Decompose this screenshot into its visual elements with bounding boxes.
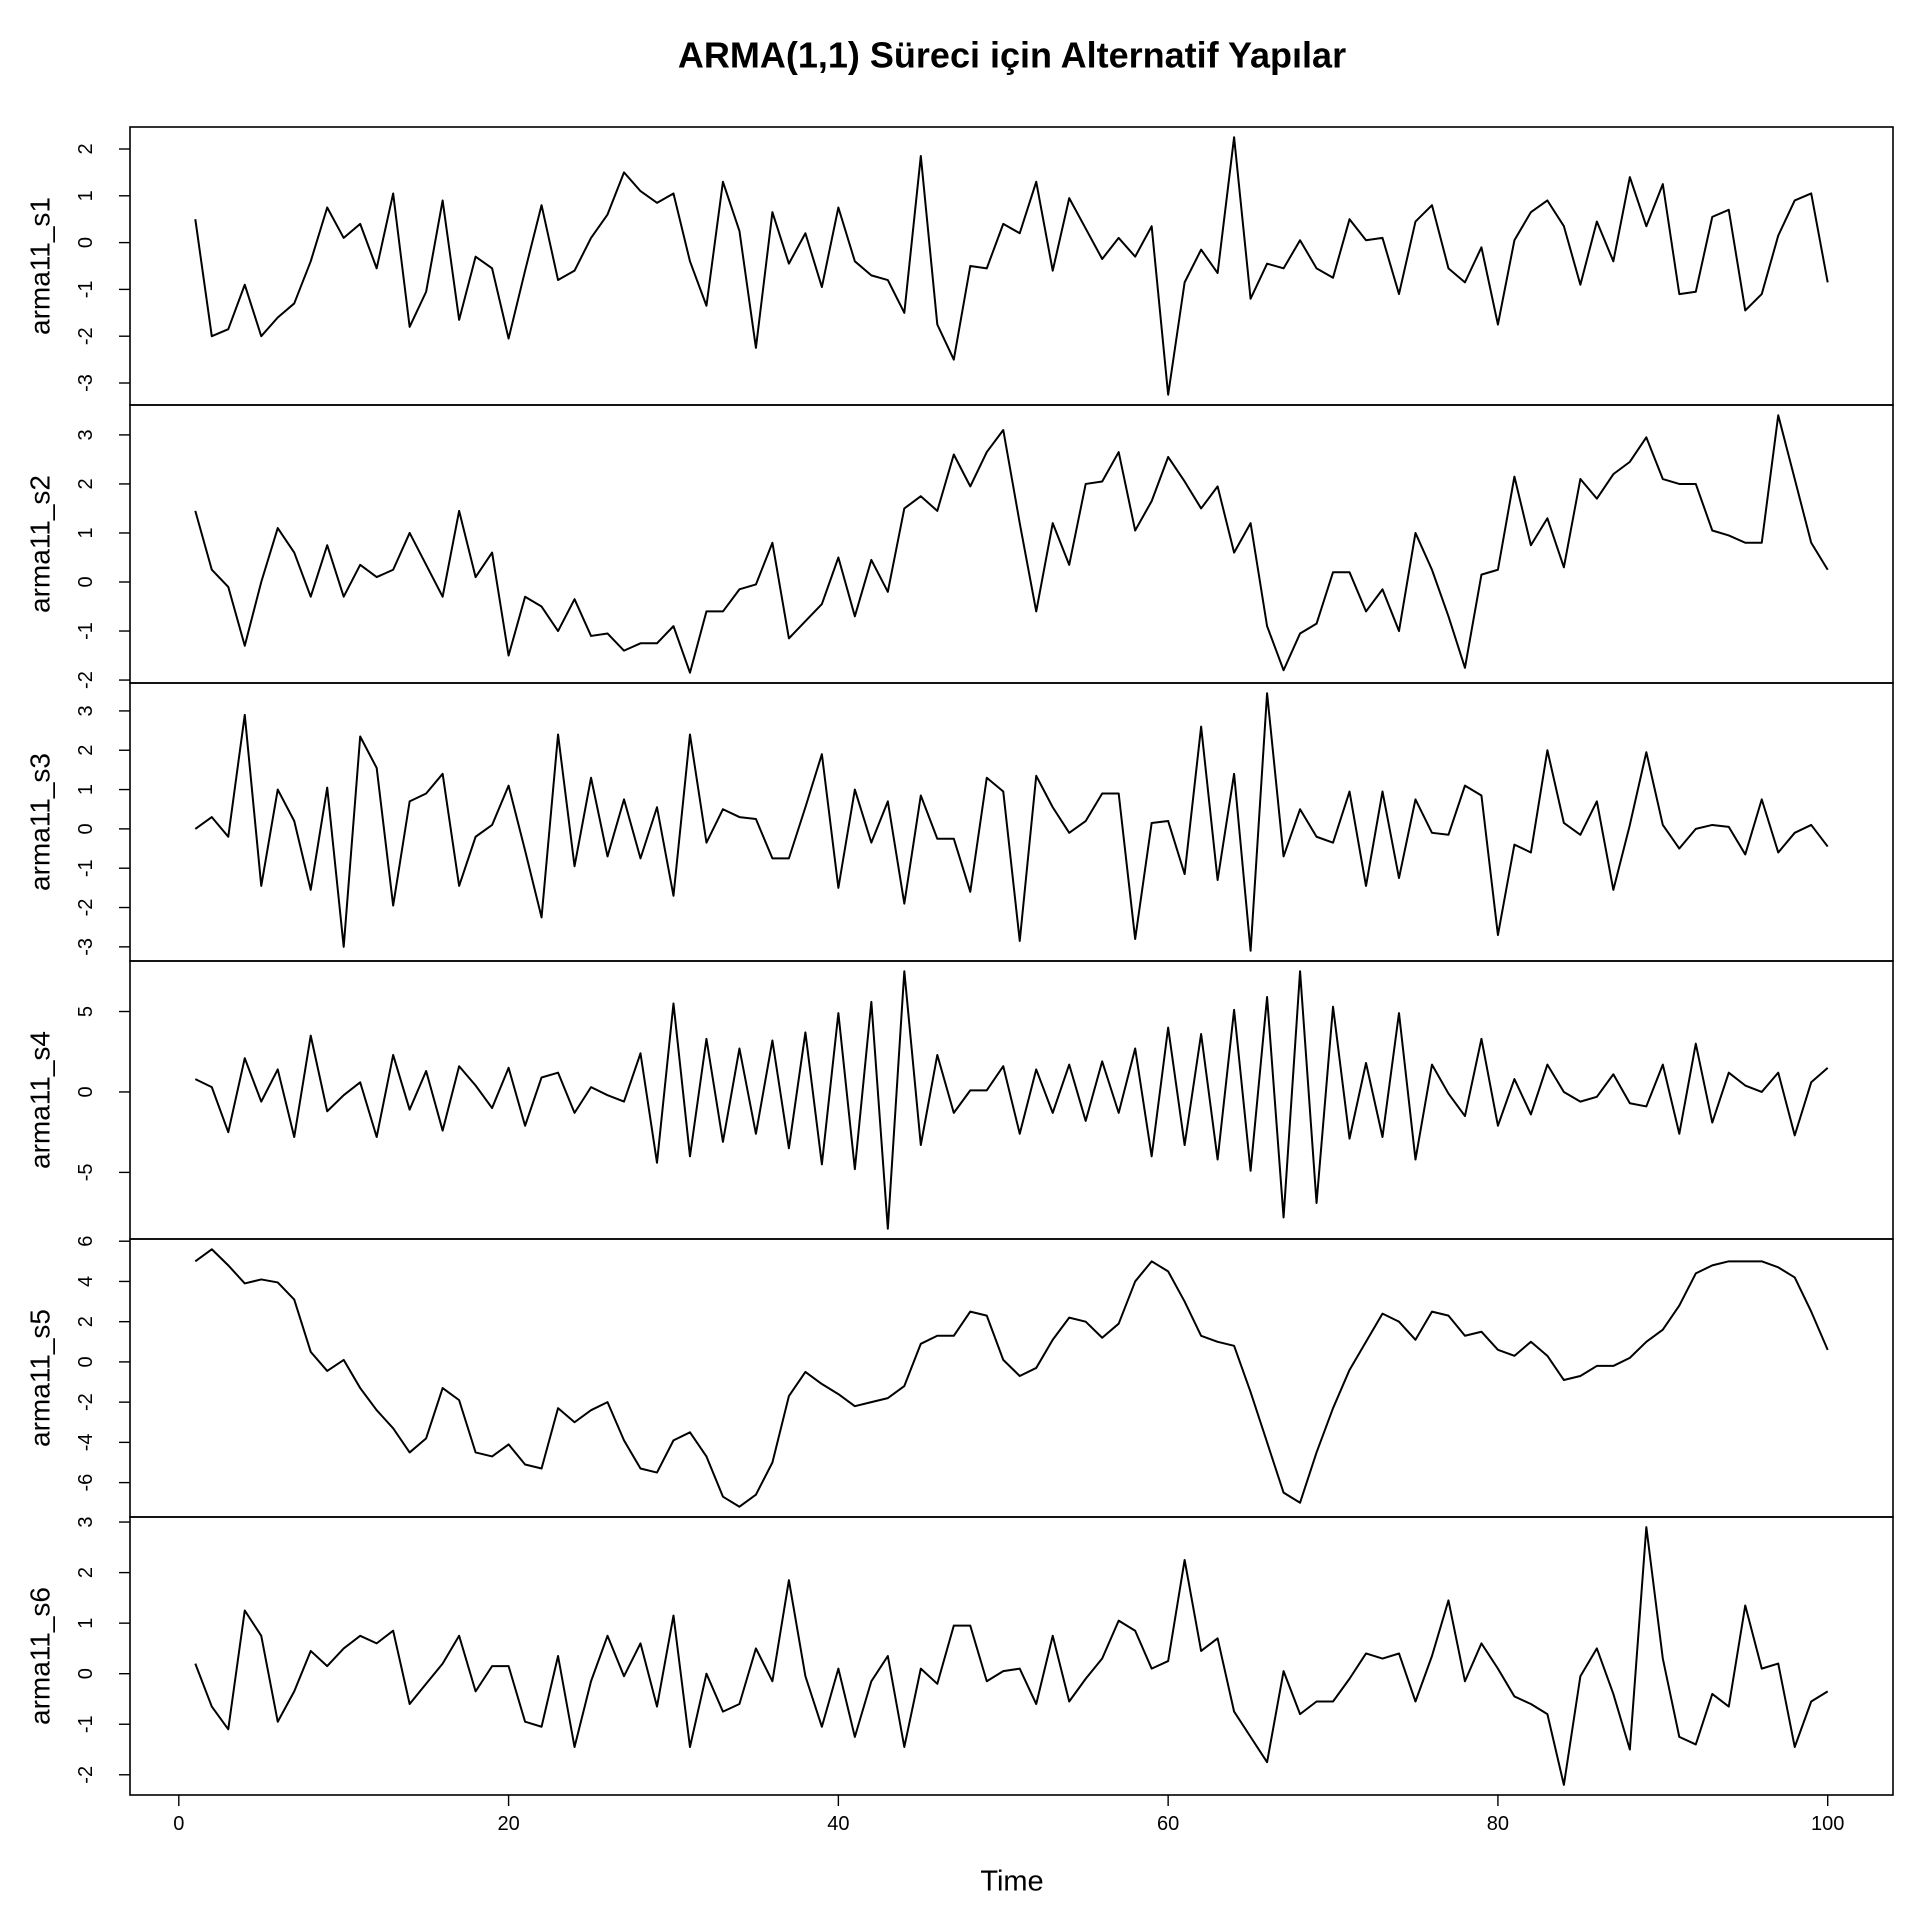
panel-frame <box>129 1516 1894 1796</box>
y-tick-label: -1 <box>75 1715 97 1733</box>
x-tick-label: 20 <box>497 1813 519 1835</box>
y-tick-label: -5 <box>75 1163 97 1181</box>
y-tick-label: 2 <box>75 143 97 154</box>
y-tick-label: 2 <box>75 745 97 756</box>
x-tick-label: 60 <box>1157 1813 1179 1835</box>
y-tick-label: 0 <box>75 576 97 587</box>
x-tick-label: 40 <box>827 1813 849 1835</box>
y-tick-label: 1 <box>75 190 97 201</box>
series-line <box>194 414 1829 674</box>
y-tick-label: 0 <box>75 823 97 834</box>
series-line <box>194 136 1829 396</box>
x-tick-label: 0 <box>173 1813 184 1835</box>
y-tick-label: -2 <box>75 1766 97 1784</box>
y-tick-label: -1 <box>75 281 97 299</box>
y-tick-label: -3 <box>75 374 97 392</box>
y-tick-label: 2 <box>75 1316 97 1327</box>
y-tick-label: -2 <box>75 327 97 345</box>
y-axis-label: arma11_s6 <box>24 1587 55 1725</box>
y-tick-label: -2 <box>75 1393 97 1411</box>
x-axis-label: Time <box>980 1866 1043 1898</box>
y-axis-label: arma11_s4 <box>24 1031 55 1169</box>
y-tick-label: 2 <box>75 478 97 489</box>
y-tick-label: -4 <box>75 1433 97 1451</box>
x-tick-label: 80 <box>1487 1813 1509 1835</box>
y-tick-label: 2 <box>75 1567 97 1578</box>
y-tick-label: -2 <box>75 671 97 689</box>
series-line <box>194 692 1829 952</box>
panel-frame <box>129 1238 1894 1518</box>
y-tick-label: -6 <box>75 1474 97 1492</box>
y-tick-label: 0 <box>75 1086 97 1097</box>
y-tick-label: 3 <box>75 429 97 440</box>
y-tick-label: -1 <box>75 859 97 877</box>
y-tick-label: 0 <box>75 237 97 248</box>
y-tick-label: 0 <box>75 1668 97 1679</box>
y-axis-label: arma11_s3 <box>24 753 55 891</box>
y-axis-label: arma11_s5 <box>24 1309 55 1447</box>
y-axis-label: arma11_s1 <box>24 197 55 335</box>
y-axis-label: arma11_s2 <box>24 475 55 613</box>
panel-frame <box>129 404 1894 684</box>
y-tick-label: 1 <box>75 527 97 538</box>
y-tick-label: 3 <box>75 705 97 716</box>
y-tick-label: 6 <box>75 1236 97 1247</box>
panel-frame <box>129 126 1894 406</box>
y-tick-label: 1 <box>75 1618 97 1629</box>
y-tick-label: 3 <box>75 1516 97 1527</box>
y-tick-label: -2 <box>75 899 97 917</box>
panel-frame <box>129 682 1894 962</box>
series-line <box>194 970 1829 1230</box>
chart-title: ARMA(1,1) Süreci için Alternatif Yapılar <box>678 35 1346 76</box>
series-line <box>194 1526 1829 1786</box>
y-tick-label: 1 <box>75 784 97 795</box>
y-tick-label: 0 <box>75 1356 97 1367</box>
series-line <box>194 1248 1829 1508</box>
y-tick-label: 5 <box>75 1006 97 1017</box>
x-tick-label: 100 <box>1811 1813 1844 1835</box>
y-tick-label: 4 <box>75 1276 97 1287</box>
y-tick-label: -1 <box>75 622 97 640</box>
y-tick-label: -3 <box>75 938 97 956</box>
